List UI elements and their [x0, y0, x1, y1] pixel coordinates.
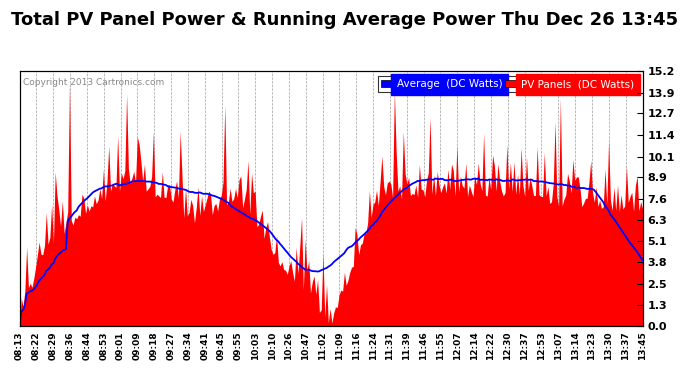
Text: Total PV Panel Power & Running Average Power Thu Dec 26 13:45: Total PV Panel Power & Running Average P…	[12, 11, 678, 29]
Text: Copyright 2013 Cartronics.com: Copyright 2013 Cartronics.com	[23, 78, 164, 87]
Legend: Average  (DC Watts), PV Panels  (DC Watts): Average (DC Watts), PV Panels (DC Watts)	[378, 76, 638, 92]
